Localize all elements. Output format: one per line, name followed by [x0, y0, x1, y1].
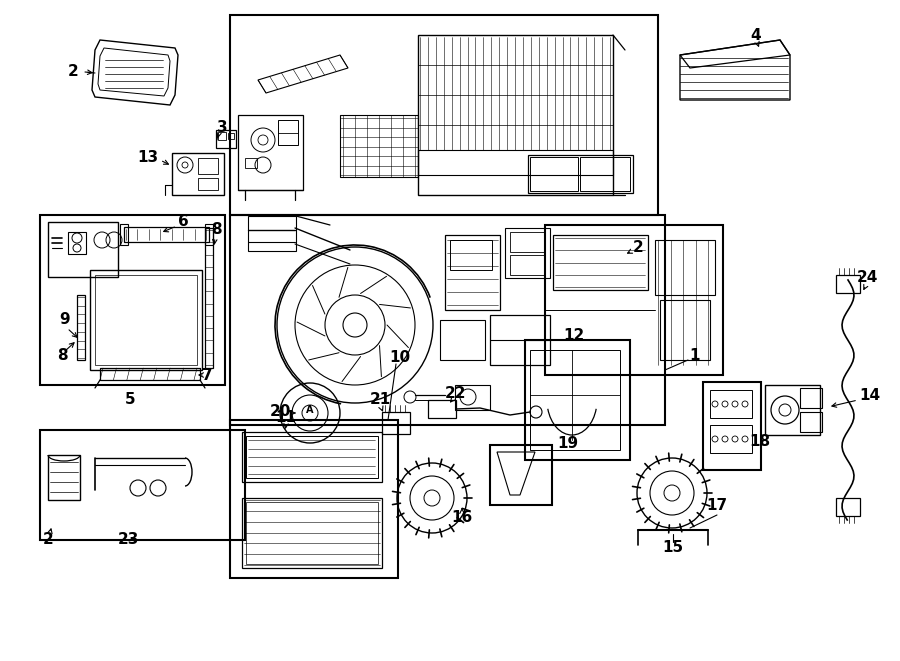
- Bar: [710, 390, 752, 418]
- Text: 3: 3: [217, 120, 228, 136]
- Text: 8: 8: [211, 223, 221, 237]
- Text: 21: 21: [369, 393, 391, 407]
- Bar: [205, 224, 213, 245]
- Text: 23: 23: [117, 533, 139, 547]
- Bar: [528, 155, 633, 193]
- Text: A: A: [306, 405, 314, 415]
- Bar: [703, 382, 761, 470]
- Text: 20: 20: [269, 405, 291, 420]
- Bar: [238, 115, 303, 190]
- Bar: [765, 385, 820, 435]
- Bar: [525, 340, 630, 460]
- Bar: [246, 436, 378, 478]
- Bar: [490, 315, 550, 365]
- Text: 19: 19: [557, 436, 579, 451]
- Bar: [120, 224, 128, 245]
- Bar: [172, 153, 224, 195]
- Text: 8: 8: [57, 348, 68, 362]
- Bar: [580, 157, 630, 191]
- Bar: [340, 115, 418, 177]
- Text: 15: 15: [662, 541, 684, 555]
- Bar: [450, 240, 492, 270]
- Bar: [242, 432, 382, 482]
- Bar: [510, 255, 545, 275]
- Bar: [198, 178, 218, 190]
- Bar: [100, 368, 200, 380]
- Text: 13: 13: [138, 151, 158, 165]
- Bar: [553, 235, 648, 290]
- Text: 22: 22: [446, 387, 467, 401]
- Bar: [836, 275, 860, 293]
- Bar: [382, 412, 410, 434]
- Bar: [418, 35, 613, 195]
- Bar: [48, 222, 118, 277]
- Text: 6: 6: [177, 215, 188, 229]
- Bar: [248, 216, 296, 251]
- Bar: [530, 350, 620, 450]
- Bar: [100, 368, 200, 380]
- Bar: [800, 388, 822, 408]
- Text: 1: 1: [689, 348, 700, 362]
- Bar: [95, 275, 197, 365]
- Bar: [198, 158, 218, 174]
- Bar: [545, 225, 723, 375]
- Bar: [230, 215, 665, 425]
- Bar: [660, 300, 710, 360]
- Text: 7: 7: [202, 368, 212, 383]
- Bar: [278, 120, 298, 145]
- Bar: [245, 158, 257, 168]
- Bar: [445, 235, 500, 310]
- Text: 2: 2: [633, 241, 643, 256]
- Bar: [836, 498, 860, 516]
- Bar: [455, 385, 490, 410]
- Text: 18: 18: [750, 434, 770, 449]
- Bar: [505, 228, 550, 278]
- Bar: [440, 320, 485, 360]
- Bar: [230, 15, 658, 215]
- Text: 2: 2: [42, 533, 53, 547]
- Bar: [124, 227, 209, 242]
- Bar: [230, 420, 398, 578]
- Text: 4: 4: [751, 28, 761, 42]
- Bar: [530, 157, 578, 191]
- Bar: [205, 228, 213, 368]
- Bar: [655, 240, 715, 295]
- Bar: [77, 295, 85, 360]
- Text: 14: 14: [860, 387, 880, 403]
- Bar: [216, 130, 236, 148]
- Bar: [510, 232, 545, 252]
- Bar: [228, 133, 234, 139]
- Text: 10: 10: [390, 350, 410, 366]
- Text: 17: 17: [706, 498, 727, 512]
- Bar: [90, 270, 202, 370]
- Text: 24: 24: [856, 270, 878, 286]
- Bar: [490, 445, 552, 505]
- Bar: [800, 412, 822, 432]
- Text: 5: 5: [125, 393, 135, 407]
- Text: 9: 9: [59, 313, 70, 327]
- Text: 12: 12: [563, 327, 585, 342]
- Text: 16: 16: [452, 510, 472, 525]
- Bar: [242, 498, 382, 568]
- Bar: [218, 132, 226, 140]
- Bar: [710, 425, 752, 453]
- Bar: [40, 215, 225, 385]
- Bar: [428, 400, 456, 418]
- Bar: [418, 150, 613, 175]
- Bar: [68, 232, 86, 254]
- Text: 2: 2: [68, 65, 78, 79]
- Bar: [246, 502, 378, 564]
- Text: 11: 11: [275, 410, 296, 426]
- Bar: [40, 430, 245, 540]
- Bar: [48, 455, 80, 500]
